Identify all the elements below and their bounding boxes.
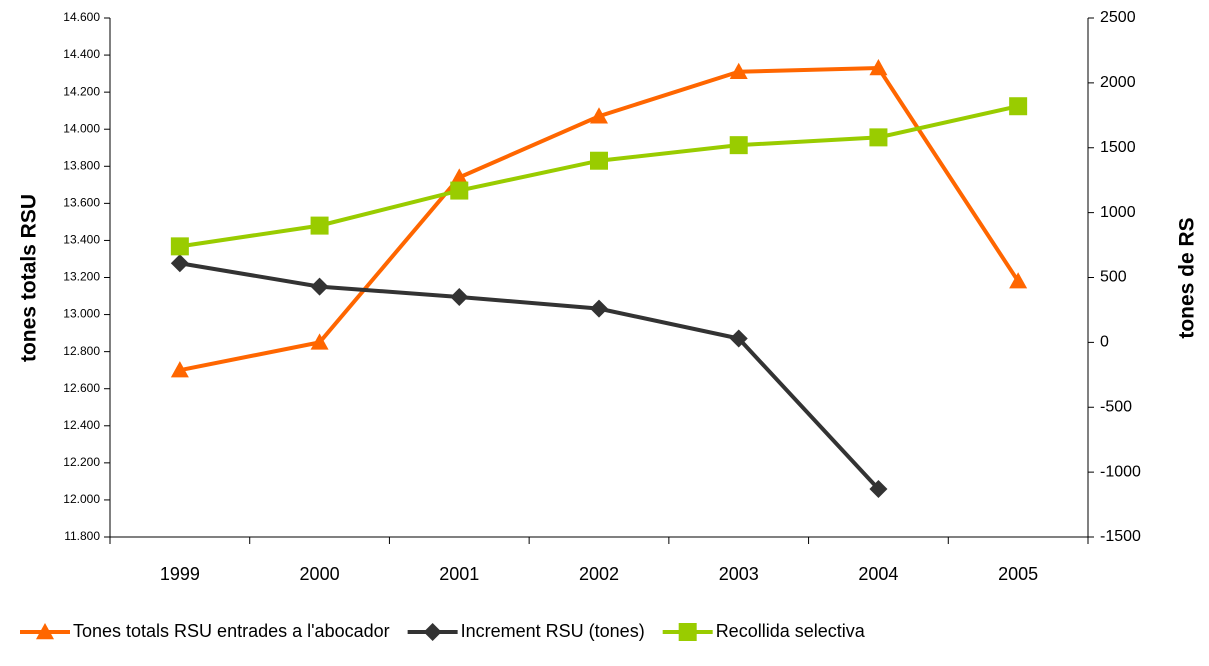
y-tick-label: 12.400 [63, 418, 100, 432]
marker [450, 181, 469, 200]
y-tick-label: 14.200 [63, 84, 100, 98]
y2-axis-title: tones de RS [1176, 217, 1199, 338]
y-tick-label: 14.000 [63, 121, 100, 135]
marker [450, 168, 469, 185]
x-tick-label: 2003 [719, 564, 759, 584]
legend-label: Tones totals RSU entrades a l'abocador [73, 621, 390, 641]
legend-marker [36, 623, 54, 640]
x-tick-label: 2001 [439, 564, 479, 584]
marker [1009, 272, 1028, 289]
marker [590, 299, 608, 318]
y2-tick-label: -1000 [1100, 463, 1141, 480]
x-tick-label: 2004 [858, 564, 898, 584]
marker [729, 329, 748, 348]
y-tick-label: 13.400 [63, 233, 100, 247]
y-tick-label: 11.800 [64, 529, 100, 543]
legend-marker [423, 623, 442, 641]
marker [450, 287, 469, 306]
marker [170, 237, 189, 256]
y-tick-label: 13.600 [63, 196, 100, 210]
marker [869, 128, 888, 147]
y2-tick-label: 0 [1100, 334, 1109, 351]
y-tick-label: 14.600 [63, 10, 100, 24]
marker [170, 361, 189, 378]
y2-tick-label: 500 [1100, 269, 1127, 286]
y-tick-label: 12.800 [63, 344, 100, 358]
y-tick-label: 13.000 [63, 307, 100, 321]
y2-tick-label: 2500 [1100, 9, 1136, 26]
marker [310, 216, 329, 235]
y-tick-label: 12.600 [63, 381, 100, 395]
y-axis-title: tones totals RSU [18, 194, 41, 362]
marker [310, 277, 329, 296]
y-tick-label: 12.200 [63, 455, 100, 469]
marker [170, 254, 189, 273]
y-tick-label: 13.200 [63, 270, 100, 284]
y-tick-label: 13.800 [63, 158, 100, 172]
marker [590, 151, 608, 170]
x-tick-label: 1999 [160, 564, 200, 584]
y-tick-label: 12.000 [63, 492, 100, 506]
marker [590, 107, 608, 124]
y2-tick-label: -1500 [1100, 528, 1141, 545]
y-tick-label: 14.400 [63, 47, 100, 61]
legend-marker [678, 623, 697, 641]
y2-tick-label: -500 [1100, 398, 1132, 415]
x-tick-label: 2002 [579, 564, 619, 584]
x-tick-label: 2005 [998, 564, 1038, 584]
y2-tick-label: 1000 [1100, 204, 1136, 221]
legend-label: Increment RSU (tones) [461, 621, 645, 641]
marker [310, 333, 329, 350]
marker [729, 136, 748, 155]
y2-tick-label: 1500 [1100, 139, 1136, 156]
legend-label: Recollida selectiva [716, 621, 866, 641]
series-line [179, 104, 1019, 249]
marker [729, 62, 748, 79]
marker [1009, 97, 1028, 116]
y2-tick-label: 2000 [1100, 74, 1136, 91]
series-line [179, 261, 880, 491]
x-tick-label: 2000 [300, 564, 340, 584]
marker [869, 479, 888, 498]
marker [869, 59, 888, 76]
